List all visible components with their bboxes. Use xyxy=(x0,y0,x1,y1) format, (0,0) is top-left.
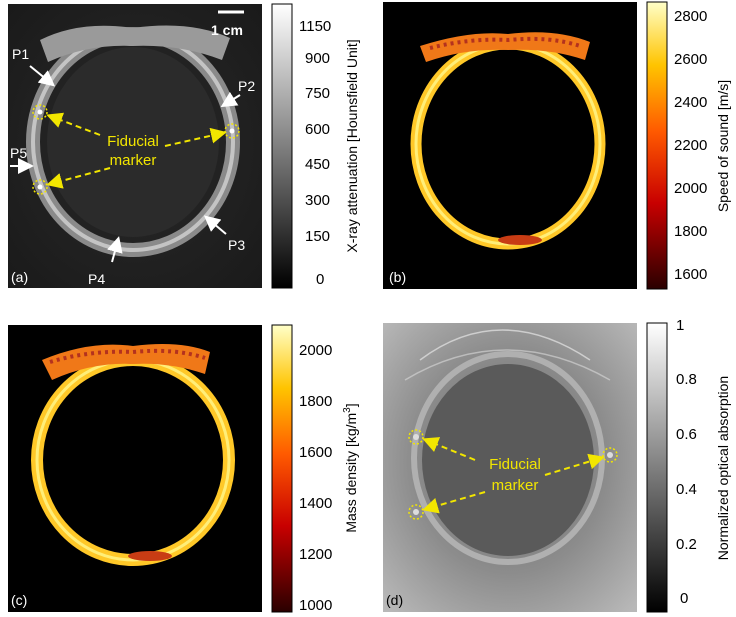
colorbar-title-main: Mass density [kg/m xyxy=(343,413,359,533)
point-label: P1 xyxy=(12,46,29,62)
point-label: P2 xyxy=(238,78,255,94)
point-label: P3 xyxy=(228,237,245,253)
colorbar-tick: 2000 xyxy=(674,180,707,197)
annotation-arrow xyxy=(46,167,111,189)
point-label: P5 xyxy=(10,145,27,161)
colorbar-tick: 750 xyxy=(305,85,330,102)
colorbar-tick: 2200 xyxy=(674,137,707,154)
colorbar-title: X-ray attenuation [Hounsfield Unit] xyxy=(344,39,360,252)
annotation-label: marker xyxy=(110,152,157,169)
colorbar-tick: 1800 xyxy=(674,223,707,240)
colorbar-title-end: ] xyxy=(343,403,359,407)
colorbar-tick: 150 xyxy=(305,228,330,245)
colorbar-tick: 1800 xyxy=(299,393,332,410)
panel-label: (c) xyxy=(11,592,27,608)
colorbar-tick: 1600 xyxy=(674,266,707,283)
panel-label: (a) xyxy=(11,269,28,285)
colorbar-title: Mass density [kg/m3] xyxy=(342,403,359,532)
annotation-arrow xyxy=(422,491,486,514)
panel-label: (b) xyxy=(389,269,406,285)
colorbar-tick: 300 xyxy=(305,192,330,209)
colorbar-title-sup: 3 xyxy=(342,407,353,413)
panel-b: (b) 2800 2600 2400 2200 2000 1800 1600 S… xyxy=(383,1,731,290)
colorbar-tick: 0.6 xyxy=(676,426,697,443)
colorbar-tick: 0 xyxy=(680,590,688,607)
annotation-label: Fiducial xyxy=(489,456,541,473)
colorbar-title: Normalized optical absorption xyxy=(715,376,731,560)
colorbar-tick: 2800 xyxy=(674,8,707,25)
colorbar-tick: 2600 xyxy=(674,51,707,68)
colorbar-tick: 0 xyxy=(316,271,324,288)
colorbar-tick: 600 xyxy=(305,121,330,138)
colorbar xyxy=(271,3,293,289)
absorption-region xyxy=(422,364,594,556)
colorbar-tick: 1 xyxy=(676,317,684,334)
colorbar-tick: 0.4 xyxy=(676,481,697,498)
colorbar-tick: 0.8 xyxy=(676,371,697,388)
panel-label: (d) xyxy=(386,592,403,608)
colorbar-tick: 450 xyxy=(305,156,330,173)
colorbar-tick: 1150 xyxy=(299,18,331,35)
point-label: P4 xyxy=(88,271,105,287)
colorbar-title: Speed of sound [m/s] xyxy=(715,80,731,212)
panel-c: (c) 2000 1800 1600 1400 1200 1000 Mass d… xyxy=(8,324,359,614)
colorbar-tick: 1600 xyxy=(299,444,332,461)
annotation-label: Fiducial xyxy=(107,133,159,150)
colorbar-tick: 2000 xyxy=(299,342,332,359)
annotation-arrow xyxy=(46,112,101,136)
colorbar xyxy=(646,1,668,290)
panel-d: Fiducial marker (d) 1 0.8 0.6 0.4 0.2 0 … xyxy=(383,317,731,613)
skull-top xyxy=(40,25,230,63)
colorbar-tick: 0.2 xyxy=(676,536,697,553)
scale-bar-label: 1 cm xyxy=(211,22,243,38)
colorbar xyxy=(271,324,293,613)
colorbar-tick: 1000 xyxy=(299,597,332,614)
annotation-arrow xyxy=(422,437,476,461)
colorbar xyxy=(646,322,668,613)
panel-a: 1 cm Fiducial marker P1 P2 P3 P4 P5 (a) xyxy=(8,3,360,289)
colorbar-tick: 1400 xyxy=(299,495,332,512)
fiducial-marker xyxy=(408,429,424,445)
fiducial-marker xyxy=(32,104,48,120)
colorbar-tick: 900 xyxy=(305,50,330,67)
annotation-label: marker xyxy=(492,477,539,494)
colorbar-tick: 1200 xyxy=(299,546,332,563)
colorbar-tick: 2400 xyxy=(674,94,707,111)
